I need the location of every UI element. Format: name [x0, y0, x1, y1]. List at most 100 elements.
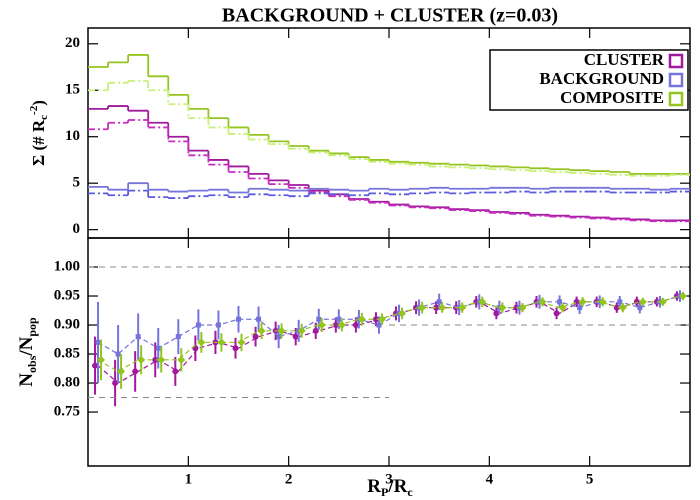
y-label-part: /N: [16, 336, 37, 356]
marker: [197, 338, 206, 347]
x-tick-label: 3: [385, 471, 393, 487]
marker: [558, 303, 567, 312]
marker: [376, 322, 382, 328]
marker: [377, 315, 386, 324]
marker: [332, 322, 339, 329]
legend-label: CLUSTER: [584, 50, 665, 69]
y-tick-label: 0.75: [54, 403, 80, 419]
marker: [433, 304, 440, 311]
y-axis-label: Σ (# Rc-2): [28, 100, 50, 166]
y-label-sub: pop: [25, 317, 39, 337]
marker: [312, 327, 319, 334]
marker: [137, 355, 146, 364]
marker: [658, 297, 667, 306]
marker: [172, 368, 179, 375]
marker: [498, 303, 507, 312]
marker: [256, 316, 262, 322]
marker: [215, 322, 221, 328]
x-label-part: /R: [387, 476, 407, 497]
marker: [518, 303, 527, 312]
marker: [195, 322, 201, 328]
x-label-sub: c: [407, 485, 413, 499]
marker: [553, 310, 560, 317]
marker: [478, 297, 487, 306]
marker: [152, 356, 159, 363]
y-tick-label: 20: [65, 35, 80, 51]
y-tick-label: 15: [65, 82, 80, 98]
marker: [157, 355, 166, 364]
marker: [95, 339, 101, 345]
marker: [436, 299, 442, 305]
marker: [236, 316, 241, 322]
y-label-part: N: [16, 373, 37, 387]
marker: [418, 303, 427, 312]
marker: [175, 334, 181, 340]
y-axis-label: Nobs/Npop: [16, 317, 38, 387]
y-tick-label: 0.90: [54, 316, 80, 332]
y-label-part: ): [29, 100, 48, 106]
marker: [618, 303, 627, 312]
marker: [578, 297, 587, 306]
y-tick-label: 1.00: [54, 258, 80, 274]
y-tick-label: 0: [73, 221, 81, 237]
marker: [292, 333, 299, 340]
x-label-part: R: [367, 476, 381, 497]
marker: [177, 355, 186, 364]
marker: [97, 355, 106, 364]
legend-label: BACKGROUND: [539, 69, 664, 88]
marker: [458, 303, 467, 312]
marker: [277, 326, 286, 335]
x-tick-label: 5: [586, 471, 594, 487]
marker: [638, 297, 647, 306]
marker: [117, 367, 126, 376]
marker: [217, 338, 226, 347]
marker: [398, 309, 407, 318]
y-label-part: Σ (# R: [29, 119, 48, 166]
y-tick-label: 5: [73, 175, 81, 191]
x-axis-label: RP/Rc: [367, 476, 413, 498]
marker: [237, 338, 246, 347]
y-tick-label: 0.80: [54, 374, 80, 390]
chart-title: BACKGROUND + CLUSTER (z=0.03): [222, 5, 558, 27]
marker: [617, 299, 623, 305]
marker: [613, 304, 620, 311]
x-tick-label: 1: [185, 471, 193, 487]
x-label-sub: P: [381, 485, 388, 499]
marker: [438, 303, 447, 312]
marker: [372, 316, 379, 323]
marker: [598, 297, 607, 306]
y-tick-label: 10: [65, 128, 80, 144]
marker: [336, 316, 342, 322]
series-line: [97, 295, 681, 373]
legend-swatch: [668, 72, 684, 88]
y-label-sup: -2: [28, 105, 40, 115]
marker: [316, 316, 322, 322]
legend-swatch: [668, 53, 684, 69]
x-tick-label: 2: [285, 471, 293, 487]
marker: [132, 368, 139, 375]
series-line: [97, 295, 681, 355]
y-tick-label: 0.85: [54, 345, 80, 361]
marker: [557, 299, 563, 305]
marker: [297, 326, 306, 335]
marker: [276, 334, 282, 340]
marker: [135, 334, 141, 340]
marker: [577, 305, 583, 311]
legend-label: COMPOSITE: [560, 88, 664, 107]
x-tick-label: 4: [486, 471, 494, 487]
series-line: [97, 295, 681, 384]
marker: [317, 321, 326, 330]
marker: [337, 321, 346, 330]
marker: [112, 380, 119, 387]
marker: [232, 345, 239, 352]
marker: [493, 310, 500, 317]
marker: [678, 292, 687, 301]
marker: [257, 326, 266, 335]
plot-area: [88, 54, 690, 223]
marker: [252, 333, 259, 340]
marker: [357, 315, 366, 324]
y-label-sub: c: [38, 115, 50, 120]
marker: [352, 322, 359, 329]
marker: [92, 362, 99, 369]
